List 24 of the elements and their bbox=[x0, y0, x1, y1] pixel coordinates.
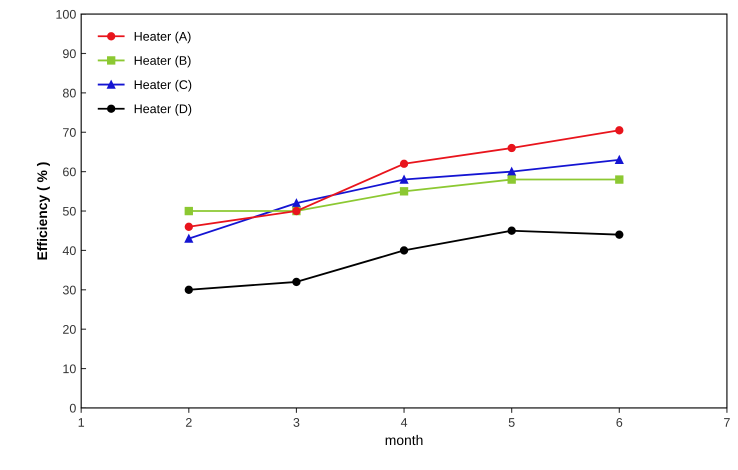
x-axis-title: month bbox=[386, 434, 422, 446]
y-tick-label: 50 bbox=[62, 206, 76, 216]
x-tick-label: 5 bbox=[508, 418, 515, 427]
y-tick-label: 90 bbox=[63, 49, 76, 58]
legend-label: Heater (A) bbox=[134, 32, 191, 44]
x-tick-label: 4 bbox=[400, 418, 408, 427]
y-tick-label: 100 bbox=[56, 10, 76, 19]
x-tick-label: 3 bbox=[293, 418, 300, 427]
y-tick-label: 10 bbox=[63, 364, 76, 374]
y-tick-label: 60 bbox=[63, 167, 76, 176]
legend-label: Heater (D) bbox=[134, 104, 192, 116]
y-tick-label: 20 bbox=[63, 324, 76, 334]
y-tick-label: 70 bbox=[63, 128, 76, 137]
x-tick-label: 7 bbox=[724, 418, 730, 427]
x-tick-label: 1 bbox=[78, 418, 84, 427]
y-tick-label: 0 bbox=[70, 404, 76, 413]
legend-label: Heater (C) bbox=[134, 80, 192, 92]
y-axis-title: Efficiency ( % ) bbox=[36, 162, 50, 260]
x-tick-label: 6 bbox=[616, 418, 622, 427]
legend-label: Heater (B) bbox=[134, 56, 191, 68]
x-tick-label: 2 bbox=[186, 418, 192, 427]
y-tick-label: 80 bbox=[62, 88, 76, 98]
y-tick-label: 40 bbox=[62, 246, 76, 256]
y-tick-label: 30 bbox=[62, 286, 76, 294]
